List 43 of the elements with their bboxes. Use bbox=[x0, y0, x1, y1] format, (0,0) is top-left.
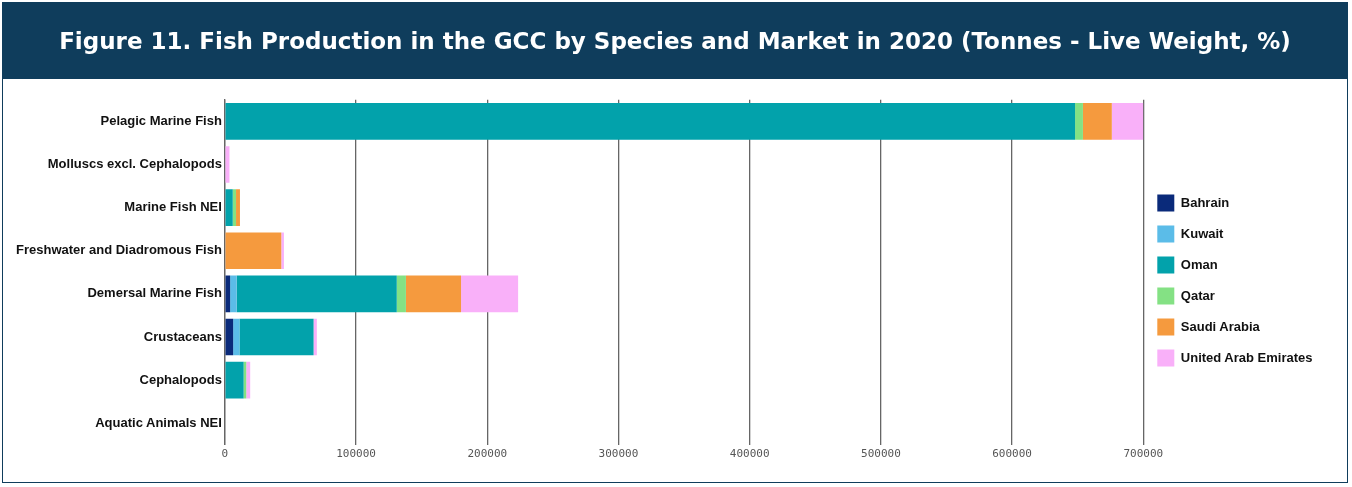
bar bbox=[225, 361, 244, 399]
y-tick-label: Cephalopods bbox=[139, 371, 222, 387]
y-tick-label: Crustaceans bbox=[143, 328, 222, 344]
x-tick-label: 400000 bbox=[729, 447, 770, 461]
bar bbox=[225, 189, 233, 226]
bar bbox=[225, 103, 1076, 140]
legend-label: Kuwait bbox=[1180, 225, 1225, 241]
legend-label: United Arab Emirates bbox=[1180, 349, 1313, 365]
y-tick-label: Aquatic Animals NEI bbox=[95, 414, 222, 430]
chart-title: Figure 11. Fish Production in the GCC by Species and Market in 2020 (Tonnes - Live Weight, %) bbox=[3, 3, 1347, 79]
legend-label: Qatar bbox=[1180, 287, 1215, 303]
bar bbox=[1075, 103, 1083, 140]
bar bbox=[396, 275, 406, 313]
bar bbox=[313, 318, 317, 356]
bar bbox=[233, 318, 240, 356]
x-tick-label: 200000 bbox=[467, 447, 508, 461]
bar bbox=[281, 232, 284, 270]
y-tick-label: Demersal Marine Fish bbox=[87, 285, 222, 301]
bar bbox=[225, 232, 282, 270]
bar bbox=[405, 275, 462, 313]
x-tick-label: 100000 bbox=[336, 447, 376, 461]
bar bbox=[1111, 103, 1144, 140]
legend-label: Saudi Arabia bbox=[1180, 318, 1261, 334]
bar bbox=[230, 275, 237, 313]
bar bbox=[225, 318, 234, 356]
x-tick-label: 0 bbox=[221, 447, 229, 461]
legend-label: Oman bbox=[1180, 256, 1218, 272]
y-tick-label: Freshwater and Diadromous Fish bbox=[16, 242, 222, 258]
bar bbox=[461, 275, 519, 313]
x-tick-label: 600000 bbox=[992, 447, 1032, 461]
y-tick-label: Marine Fish NEI bbox=[124, 199, 222, 215]
x-tick-label: 300000 bbox=[598, 447, 639, 461]
y-tick-label: Pelagic Marine Fish bbox=[100, 112, 222, 128]
bar bbox=[232, 189, 237, 226]
x-tick-label: 500000 bbox=[861, 447, 901, 461]
bar bbox=[246, 361, 251, 399]
bar bbox=[1082, 103, 1112, 140]
y-tick-label: Molluscs excl. Cephalopods bbox=[47, 156, 222, 172]
legend-label: Bahrain bbox=[1180, 194, 1230, 210]
bar bbox=[236, 275, 397, 313]
x-tick-label: 700000 bbox=[1123, 447, 1164, 461]
bar bbox=[236, 189, 240, 226]
bar bbox=[239, 318, 314, 356]
